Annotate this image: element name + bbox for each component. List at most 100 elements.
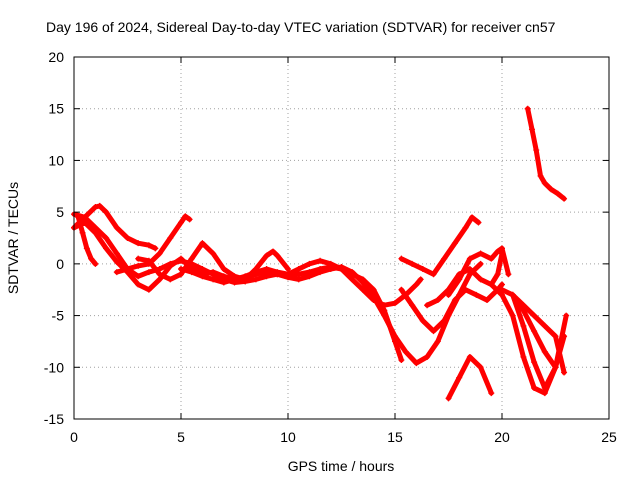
x-tick-label: 10: [280, 429, 296, 445]
data-point: [135, 281, 142, 288]
data-point: [528, 126, 535, 133]
data-point: [167, 235, 174, 241]
data-point: [92, 229, 99, 236]
data-point: [103, 235, 110, 241]
data-point: [124, 266, 131, 273]
data-point: [409, 260, 416, 267]
data-point: [210, 250, 217, 257]
data-point: [488, 390, 495, 397]
data-point: [81, 214, 88, 221]
data-point: [285, 266, 291, 273]
data-point: [552, 364, 559, 371]
data-point: [499, 245, 505, 252]
data-point: [145, 269, 152, 276]
data-point: [263, 266, 270, 273]
data-series: [445, 245, 512, 298]
data-point: [135, 255, 142, 262]
data-point: [92, 203, 99, 210]
data-point: [124, 235, 131, 241]
data-point: [306, 273, 313, 280]
data-point: [178, 255, 184, 262]
series-line: [135, 240, 291, 282]
data-point: [509, 291, 516, 298]
data-point: [563, 312, 570, 319]
data-point: [220, 279, 227, 286]
data-point: [178, 219, 184, 226]
data-point: [135, 262, 142, 269]
y-axis-label: SDTVAR / TECUs: [5, 182, 21, 294]
x-axis-label: GPS time / hours: [288, 458, 395, 474]
x-tick-label: 0: [70, 429, 78, 445]
data-point: [231, 276, 238, 283]
data-point: [473, 291, 480, 298]
data-point: [317, 257, 324, 264]
y-tick-label: 5: [56, 204, 64, 220]
data-point: [552, 333, 559, 340]
data-point: [398, 357, 405, 364]
data-point: [520, 353, 527, 360]
data-point: [398, 286, 405, 293]
data-point: [520, 322, 527, 329]
series-line: [510, 292, 567, 375]
data-point: [135, 273, 142, 280]
data-point: [381, 312, 388, 319]
data-point: [524, 105, 531, 112]
data-point: [210, 276, 217, 283]
series-line: [71, 203, 158, 251]
data-point: [488, 281, 495, 288]
data-point: [359, 286, 366, 293]
data-point: [494, 271, 501, 278]
y-tick-label: 20: [48, 49, 64, 65]
data-point: [88, 255, 95, 262]
data-point: [398, 255, 405, 262]
series-line: [446, 354, 494, 401]
data-point: [505, 271, 512, 278]
data-point: [434, 338, 441, 345]
data-point: [541, 322, 548, 329]
data-point: [477, 364, 484, 371]
data-point: [295, 276, 302, 283]
data-point: [531, 312, 538, 319]
data-point: [499, 281, 505, 288]
data-point: [135, 240, 142, 247]
data-point: [210, 269, 217, 276]
data-point: [199, 240, 206, 247]
data-series: [509, 291, 568, 376]
data-point: [392, 333, 398, 340]
data-point: [188, 269, 195, 276]
data-point: [188, 255, 195, 262]
data-point: [220, 273, 227, 280]
data-point: [167, 262, 174, 269]
data-point: [541, 348, 548, 355]
data-point: [499, 286, 505, 293]
data-point: [338, 266, 345, 273]
data-point: [152, 245, 159, 252]
data-point: [469, 214, 476, 221]
data-series: [398, 214, 482, 278]
data-series: [135, 240, 291, 283]
data-point: [167, 276, 174, 283]
data-point: [349, 276, 356, 283]
data-point: [199, 273, 206, 280]
data-point: [274, 252, 281, 259]
data-point: [252, 269, 259, 276]
data-point: [413, 360, 420, 367]
y-tick-label: 10: [48, 152, 64, 168]
data-point: [456, 374, 463, 381]
data-point: [531, 384, 538, 391]
data-point: [83, 245, 90, 252]
data-point: [263, 252, 270, 259]
data-point: [561, 369, 568, 376]
data-point: [156, 276, 163, 283]
data-point: [441, 255, 448, 262]
series-line: [178, 258, 424, 308]
data-point: [103, 209, 110, 216]
data-point: [531, 328, 538, 335]
y-tick-label: -5: [52, 308, 65, 324]
data-point: [561, 195, 568, 202]
data-point: [533, 147, 540, 154]
data-point: [79, 229, 86, 236]
data-point: [441, 317, 448, 324]
chart-title: Day 196 of 2024, Sidereal Day-to-day VTE…: [46, 19, 556, 35]
